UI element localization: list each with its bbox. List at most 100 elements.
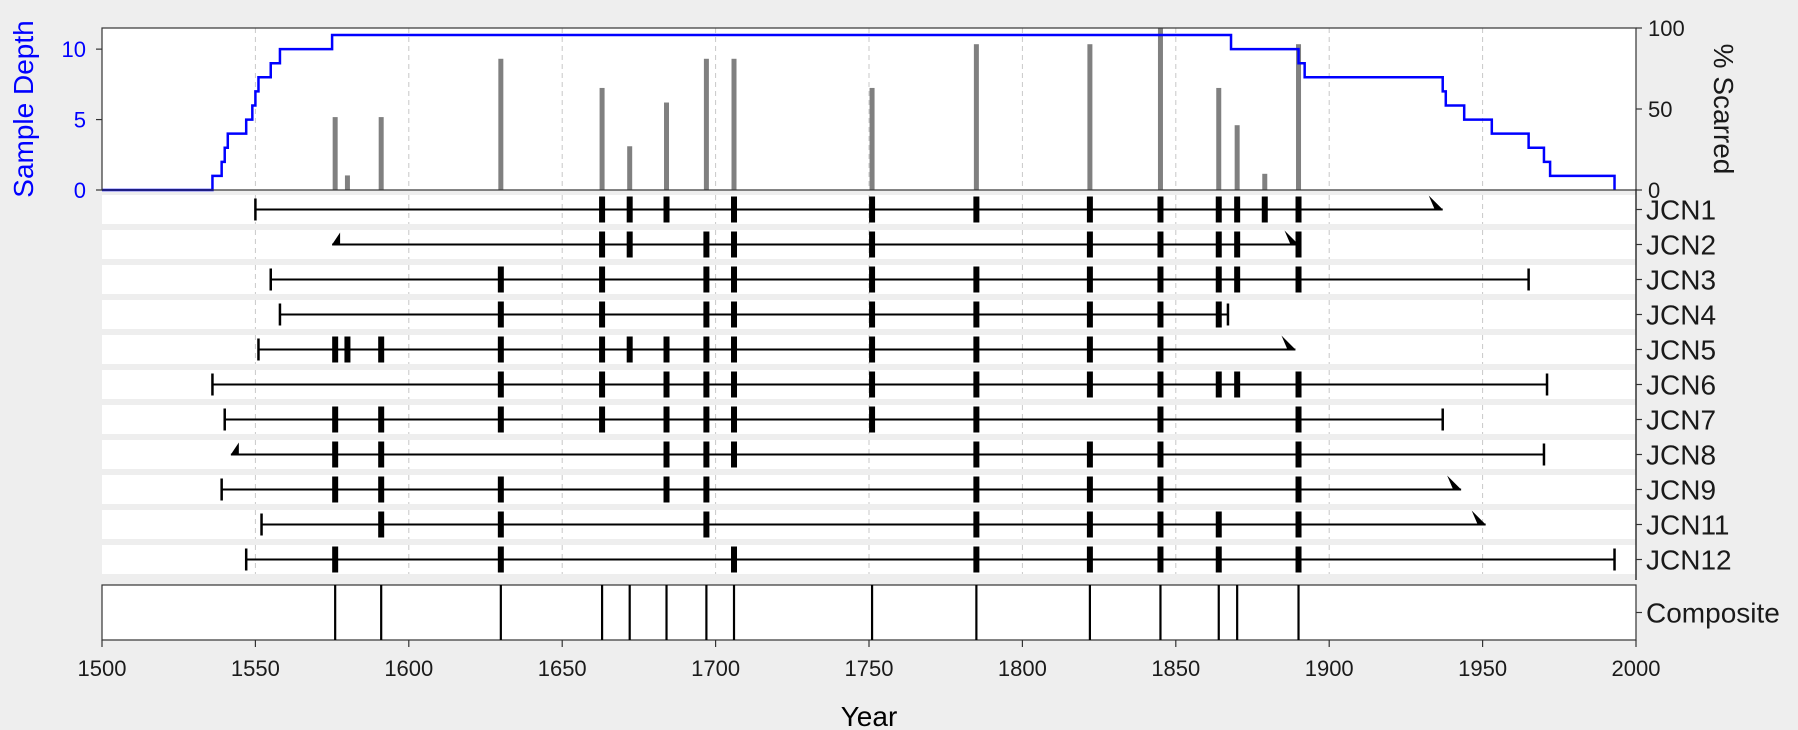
fire-scar-mark: [1295, 196, 1302, 223]
x-tick-label: 1500: [78, 656, 127, 681]
percent-scarred-bar: [1296, 44, 1302, 191]
fire-scar-mark: [332, 476, 339, 503]
fire-scar-mark: [663, 196, 670, 223]
percent-scarred-tick-label: 0: [1648, 178, 1660, 203]
fire-scar-mark: [378, 476, 385, 503]
fire-scar-mark: [378, 511, 385, 538]
percent-scarred-bar: [703, 58, 709, 190]
fire-scar-mark: [1157, 511, 1164, 538]
fire-scar-mark: [332, 336, 339, 363]
percent-scarred-bar: [664, 102, 670, 190]
fire-scar-mark: [663, 371, 670, 398]
x-tick-label: 1650: [538, 656, 587, 681]
fire-scar-mark: [378, 336, 385, 363]
fire-scar-mark: [1086, 511, 1093, 538]
percent-scarred-bar: [1216, 87, 1222, 190]
x-axis: 1500 1550 1600 1650 1700 1750 1800 1850 1900 1950…: [78, 640, 1660, 681]
fire-scar-mark: [731, 336, 738, 363]
fire-scar-mark: [1215, 266, 1222, 293]
series-label: JCN4: [1646, 300, 1716, 331]
fire-scar-mark: [599, 196, 606, 223]
fire-scar-mark: [1261, 196, 1268, 223]
fire-scar-mark: [1295, 441, 1302, 468]
fire-scar-mark: [1234, 231, 1241, 258]
series-bark-marker: [1284, 230, 1299, 245]
fire-scar-mark: [703, 441, 710, 468]
fire-scar-mark: [1215, 546, 1222, 573]
fire-scar-mark: [1234, 266, 1241, 293]
fire-scar-mark: [1234, 196, 1241, 223]
fire-scar-mark: [703, 231, 710, 258]
fire-scar-mark: [1157, 196, 1164, 223]
series-row: JCN3: [102, 265, 1716, 296]
fire-scar-mark: [626, 336, 633, 363]
fire-scar-mark: [599, 266, 606, 293]
fire-scar-mark: [973, 371, 980, 398]
fire-scar-mark: [599, 336, 606, 363]
fire-scar-mark: [344, 336, 351, 363]
fire-scar-mark: [599, 301, 606, 328]
series-panel: JCN1 JCN2 JCN3 JCN4 JCN5 JCN6 JCN7 JCN8 JCN9 JCN1…: [102, 189, 1732, 580]
series-row: JCN9: [102, 475, 1716, 506]
fire-scar-mark: [1086, 196, 1093, 223]
fire-scar-mark: [703, 406, 710, 433]
percent-scarred-bar: [378, 117, 384, 190]
percent-scarred-axis-title: % Scarred: [1708, 44, 1739, 175]
series-row: JCN8: [102, 440, 1716, 471]
series-bark-marker: [1471, 510, 1486, 525]
fire-scar-mark: [663, 476, 670, 503]
fire-scar-mark: [1086, 231, 1093, 258]
percent-scarred-bar: [973, 44, 979, 191]
percent-scarred-bar: [1234, 125, 1240, 190]
fire-scar-mark: [626, 231, 633, 258]
fire-scar-mark: [731, 301, 738, 328]
sample-depth-line: [102, 33, 1616, 192]
composite-plot-area: [101, 584, 1637, 641]
x-tick-label: 1800: [998, 656, 1047, 681]
fire-scar-mark: [1215, 196, 1222, 223]
fire-scar-mark: [1295, 266, 1302, 293]
series-row: JCN5: [102, 335, 1716, 366]
series-row: JCN12: [102, 545, 1732, 576]
x-tick-label: 1550: [231, 656, 280, 681]
fire-scar-mark: [663, 336, 670, 363]
fire-scar-mark: [663, 441, 670, 468]
fire-scar-mark: [703, 511, 710, 538]
fire-scar-mark: [731, 406, 738, 433]
fire-scar-mark: [497, 406, 504, 433]
fire-scar-mark: [1157, 301, 1164, 328]
series-label: JCN11: [1646, 510, 1730, 541]
fire-scar-mark: [973, 476, 980, 503]
fire-scar-mark: [973, 196, 980, 223]
fire-scar-mark: [973, 511, 980, 538]
fire-scar-mark: [1157, 546, 1164, 573]
fire-scar-mark: [1157, 441, 1164, 468]
series-bark-marker: [1281, 335, 1296, 350]
series-label: JCN5: [1646, 335, 1716, 366]
fire-scar-mark: [1086, 371, 1093, 398]
fire-scar-mark: [1157, 336, 1164, 363]
percent-scarred-bar: [498, 58, 504, 190]
fire-scar-mark: [599, 406, 606, 433]
fire-scar-mark: [1234, 371, 1241, 398]
percent-scarred-bar: [1157, 28, 1163, 190]
fire-scar-mark: [703, 476, 710, 503]
fire-scar-mark: [869, 301, 876, 328]
series-label: JCN12: [1646, 545, 1732, 576]
fire-scar-mark: [973, 336, 980, 363]
series-label: JCN6: [1646, 370, 1716, 401]
fire-scar-mark: [731, 196, 738, 223]
fire-scar-mark: [626, 196, 633, 223]
fire-scar-mark: [703, 301, 710, 328]
sample-depth-tick-label: 0: [74, 178, 86, 203]
percent-scarred-bar: [599, 87, 605, 190]
composite-label: Composite: [1646, 598, 1780, 629]
fire-scar-mark: [869, 406, 876, 433]
series-label: JCN7: [1646, 405, 1716, 436]
fire-scar-mark: [599, 231, 606, 258]
percent-scarred-bar: [332, 117, 338, 190]
percent-scarred-bar: [1087, 44, 1093, 191]
series-label: JCN3: [1646, 265, 1716, 296]
fire-scar-mark: [1086, 301, 1093, 328]
fire-scar-mark: [497, 336, 504, 363]
